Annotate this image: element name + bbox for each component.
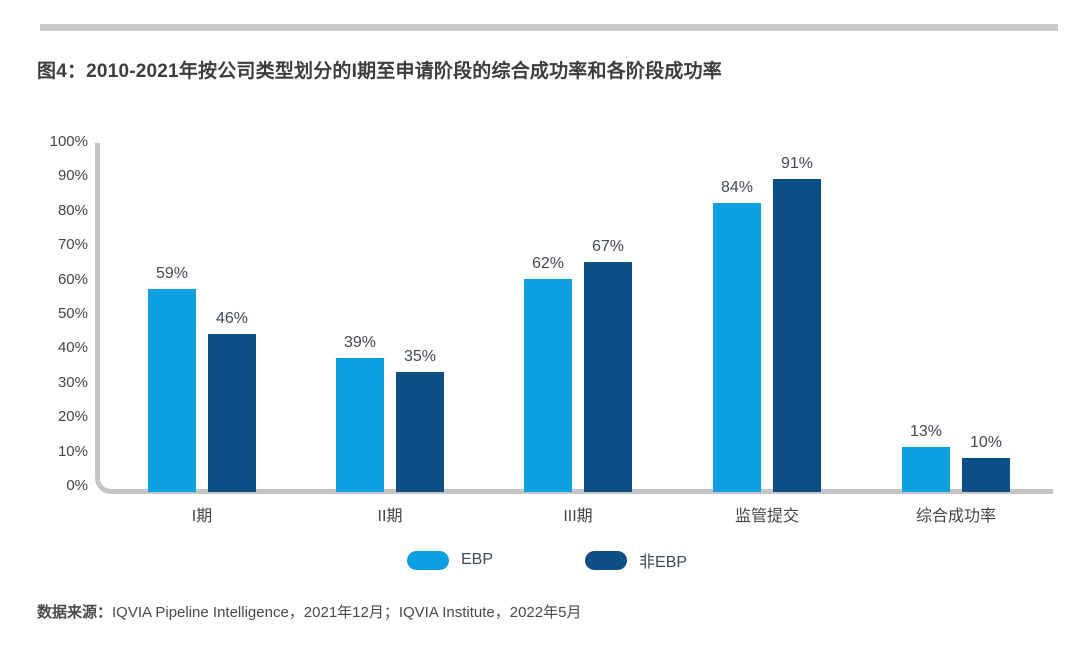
bar-value-label: 35%: [403, 348, 437, 365]
chart-axes: [95, 143, 1053, 494]
bar-非EBP-II期: [396, 372, 444, 492]
bar-EBP-监管提交: [713, 203, 761, 492]
x-category-label: I期: [191, 508, 213, 525]
source-label: 数据来源：: [37, 604, 113, 621]
bar-非EBP-III期: [584, 262, 632, 492]
y-tick-label: 90%: [57, 167, 88, 184]
y-tick-label: 20%: [57, 408, 88, 425]
bar-value-label: 46%: [215, 310, 249, 327]
figure-title: 图4：2010-2021年按公司类型划分的I期至申请阶段的综合成功率和各阶段成功…: [37, 61, 722, 82]
bar-value-label: 67%: [591, 238, 625, 255]
bar-EBP-II期: [336, 358, 384, 492]
bar-value-label: 62%: [531, 255, 565, 272]
bar-EBP-I期: [148, 289, 196, 492]
y-tick-label: 70%: [57, 236, 88, 253]
source-text: IQVIA Pipeline Intelligence，2021年12月；IQV…: [112, 604, 582, 621]
legend-label-ebp: EBP: [461, 551, 494, 568]
y-tick-label: 0%: [66, 477, 88, 494]
bar-value-label: 39%: [343, 334, 377, 351]
bar-value-label: 91%: [780, 155, 814, 172]
x-category-label: 综合成功率: [915, 508, 996, 525]
legend-swatch-ebp: [407, 550, 449, 570]
y-tick-label: 80%: [57, 202, 88, 219]
y-tick-label: 100%: [49, 133, 88, 150]
y-tick-label: 40%: [57, 339, 88, 356]
y-tick-label: 10%: [57, 443, 88, 460]
y-tick-label: 30%: [57, 374, 88, 391]
bar-非EBP-I期: [208, 334, 256, 492]
y-tick-label: 60%: [57, 271, 88, 288]
x-category-label: II期: [377, 508, 403, 525]
bar-value-label: 13%: [909, 423, 943, 440]
bar-value-label: 10%: [969, 434, 1003, 451]
legend-swatch-non-ebp: [585, 550, 628, 570]
y-tick-label: 50%: [57, 305, 88, 322]
x-category-label: III期: [563, 508, 593, 525]
bar-value-label: 84%: [720, 179, 754, 196]
chart-legend: EBP 非EBP: [407, 548, 687, 572]
bar-EBP-综合成功率: [902, 447, 950, 492]
source-note: 数据来源：IQVIA Pipeline Intelligence，2021年12…: [37, 601, 581, 622]
legend-item-non-ebp: 非EBP: [585, 548, 687, 572]
legend-item-ebp: EBP: [407, 550, 494, 570]
bar-value-label: 59%: [155, 265, 189, 282]
x-category-label: 监管提交: [734, 508, 799, 525]
bar-非EBP-综合成功率: [962, 458, 1010, 492]
legend-label-non-ebp: 非EBP: [639, 554, 688, 571]
bar-非EBP-监管提交: [773, 179, 821, 492]
bar-EBP-III期: [524, 279, 572, 492]
top-divider: [40, 24, 1058, 31]
